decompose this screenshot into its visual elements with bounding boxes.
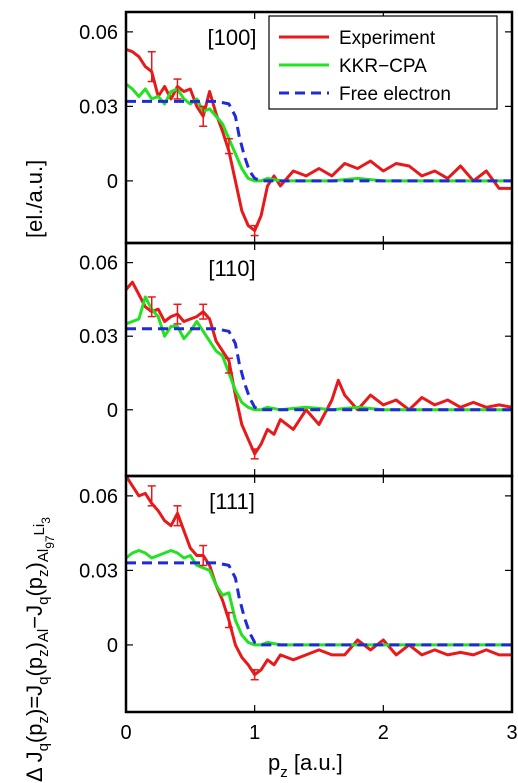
series-line-free-electron (126, 327, 512, 412)
y-tick-label: 0.03 (79, 560, 118, 582)
panels: 0 0.03 0.06 [100] 0 0.03 0.06 [110] 0 0.03 0.06 [11… (79, 10, 518, 744)
panel-2: 0 0.03 0.06 [111] 0 1 2 3 (79, 474, 518, 744)
series-line-free-electron (126, 99, 512, 183)
series-line-kkr-cpa (126, 549, 512, 647)
series-line-kkr-cpa (126, 295, 512, 412)
panel-label: [100] (208, 25, 257, 50)
y-axis-unit: [el./a.u.] (22, 160, 47, 238)
panel-label: [110] (208, 256, 255, 281)
y-tick-label: 0 (107, 171, 118, 193)
legend-box (268, 15, 498, 110)
svg-text:Δ Jq(pz)=Jq(pz)Al−Jq(pz)Al97Li: Δ Jq(pz)=Jq(pz)Al−Jq(pz)Al97Li3 (22, 517, 57, 782)
x-tick-label: 2 (378, 722, 389, 744)
series-line-free-electron (126, 561, 512, 647)
panel-series (126, 476, 512, 681)
panel-series (126, 280, 512, 460)
y-tick-label: 0 (107, 635, 118, 657)
svg-text:pz [a.u.]: pz [a.u.] (268, 750, 343, 781)
legend: Experiment KKR−CPA Free electron (268, 15, 498, 110)
series-line-experiment (126, 476, 512, 677)
y-axis-label: Δ Jq(pz)=Jq(pz)Al−Jq(pz)Al97Li3 (22, 517, 57, 782)
panel-frame (124, 474, 514, 714)
series-line-experiment (126, 280, 512, 456)
legend-label-experiment: Experiment (339, 28, 436, 49)
panel-label: [111] (209, 489, 255, 514)
x-tick-label: 1 (249, 722, 260, 744)
legend-label-free-electron: Free electron (339, 84, 451, 105)
panel-1: 0 0.03 0.06 [110] (79, 241, 514, 478)
x-tick-label: 3 (506, 722, 517, 744)
panel-frame (124, 241, 514, 478)
legend-label-kkr-cpa: KKR−CPA (339, 56, 427, 77)
y-tick-label: 0 (107, 400, 118, 422)
x-tick-label: 0 (120, 722, 131, 744)
y-tick-label: 0.06 (79, 486, 118, 508)
panel-0: 0 0.03 0.06 [100] (79, 10, 514, 245)
panel-series (126, 47, 512, 237)
y-tick-label: 0.06 (79, 253, 118, 275)
y-tick-label: 0.03 (79, 326, 118, 348)
series-line-experiment (126, 47, 512, 233)
y-tick-label: 0.03 (79, 96, 118, 118)
x-axis-label: pz [a.u.] (268, 750, 343, 781)
y-tick-label: 0.06 (79, 22, 118, 44)
